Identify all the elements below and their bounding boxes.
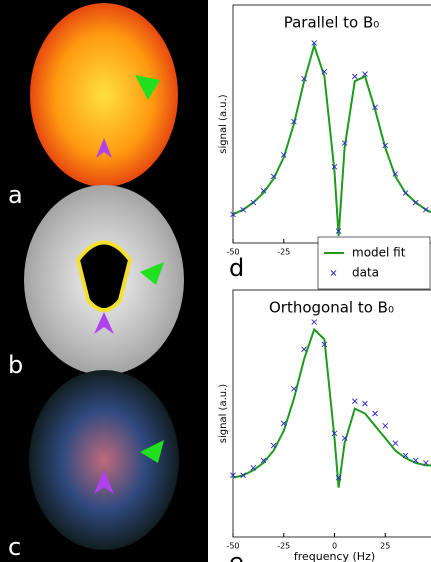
legend-label: data [352,266,379,280]
panel-label: c [8,533,21,561]
panel-label: a [8,181,23,209]
y-axis-label: signal (a.u.) [218,94,229,153]
x-axis-label: frequency (Hz) [294,550,375,562]
axes-box [233,5,431,243]
legend-label: model fit [352,246,406,260]
figure: a b c -50-2502550Parallel to B₀signal (a… [0,0,431,562]
panel-label: d [229,254,244,282]
x-tick-label: 25 [380,542,390,551]
x-tick-label: -25 [277,248,290,257]
panel-label: e [229,548,244,562]
chart-title: Parallel to B₀ [284,14,380,32]
y-axis-label: signal (a.u.) [218,384,229,443]
panel-label: b [8,351,23,379]
x-tick-label: -25 [277,542,290,551]
chart-title: Orthogonal to B₀ [269,299,394,317]
brain-map [30,3,178,187]
